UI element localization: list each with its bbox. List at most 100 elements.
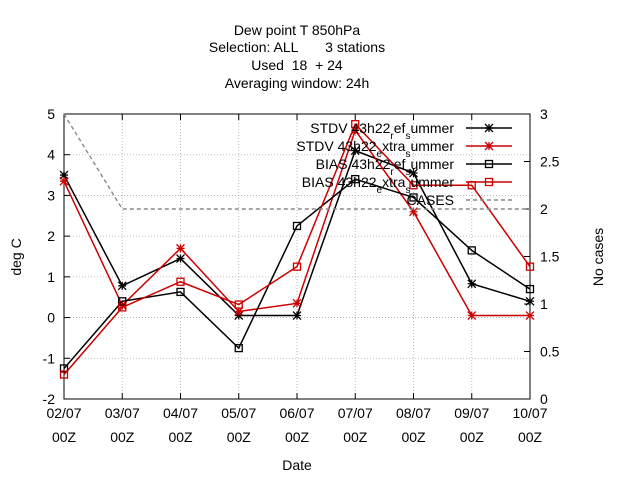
series-line [63,122,531,376]
y2-axis-ticks: 0 0.5 1 1.5 2 2.5 3 [524,106,560,407]
point-marker-star [234,307,244,316]
x-tick-label-date: 09/07 [454,405,489,421]
x-tick-label-hour: 00Z [110,429,135,445]
title-line-4: Averaging window: 24h [225,75,370,91]
legend-label-part: e [377,185,383,196]
series-4 [59,120,535,379]
point-marker-square [234,343,243,353]
series-line [63,113,530,210]
x-tick-label-hour: 00Z [285,429,310,445]
y2-axis-label: No cases [590,228,606,286]
point-marker-square [292,221,302,231]
point-marker-star [525,296,535,306]
point-marker-square [484,177,494,187]
legend-label: CASES [407,192,454,208]
y2-tick-label: 2.5 [540,154,560,170]
legend-label-part: s [405,185,410,196]
legend-label-part: r [390,131,394,142]
legend-item: CASES [407,192,512,208]
point-marker-square [351,120,360,129]
x-tick-label-date: 03/07 [105,405,140,421]
title-line-3: Used 18 + 24 [251,57,343,73]
x-tick-label-date: 08/07 [396,405,431,421]
legend-label-part: ummer [410,156,454,172]
legend-label-part: STDV 43h22 [296,138,376,154]
legend-label: BIAS 43h22refsummer [316,156,455,178]
x-tick-label-hour: 00Z [227,429,252,445]
y-tick-label: 1 [47,269,55,285]
legend-label-part: ummer [410,138,454,154]
point-marker-star [117,281,127,291]
y-tick-label: 0 [47,310,55,326]
point-marker-star [409,168,418,178]
legend-label-part: s [405,149,410,160]
point-marker-star [292,311,302,320]
x-tick-label-hour: 00Z [460,429,485,445]
x-tick-label-hour: 00Z [401,429,426,445]
point-marker-square [176,287,185,297]
point-marker-square [409,193,418,202]
point-marker-square [525,262,535,271]
legend-label-part: ef [394,120,406,136]
point-marker-star [292,298,302,308]
y-tick-label: -2 [43,391,56,407]
title-line-1: Dew point T 850hPa [234,22,361,38]
point-marker-star [350,125,360,135]
legend-label-part: CASES [407,192,454,208]
series-1 [59,146,535,320]
point-marker-star [59,176,69,186]
point-marker-square [234,300,243,309]
legend-label-part: e [377,149,383,160]
y2-tick-label: 2 [540,201,548,217]
y-tick-label: -1 [43,350,56,366]
x-tick-label-hour: 00Z [518,429,543,445]
legend-label-part: ef [394,156,406,172]
legend-label-part: xtra [382,174,406,190]
legend-label-part: ummer [410,174,454,190]
point-marker-star [484,123,494,133]
series-5 [63,113,530,210]
point-marker-star [234,311,244,320]
series-line [63,149,531,317]
point-marker-square [118,303,127,312]
legend-label: BIAS 43h22extrasummer [302,174,455,196]
point-marker-square [59,370,69,379]
point-marker-star [467,279,477,289]
point-marker-square [292,262,302,271]
point-marker-star [176,243,185,253]
y2-tick-label: 0 [540,391,548,407]
x-tick-label-hour: 00Z [168,429,193,445]
point-marker-star [409,207,418,217]
y2-tick-label: 3 [540,106,548,122]
point-marker-star [467,311,477,320]
legend-item: STDV 43h22extrasummer [296,138,512,160]
y-tick-label: 4 [47,147,55,163]
point-marker-square [484,159,494,169]
point-marker-star [176,254,185,263]
y2-tick-label: 1.5 [540,249,560,265]
x-tick-label-date: 06/07 [279,405,314,421]
legend-label-part: s [405,131,410,142]
legend-label-part: r [390,167,394,178]
point-marker-star [350,146,360,156]
point-marker-square [351,174,360,184]
y-tick-label: 5 [47,106,55,122]
legend-label-part: STDV 43h22 [310,120,390,136]
series-layer [59,113,535,379]
point-marker-star [59,170,69,180]
legend-item: STDV 43h22refsummer [310,120,512,142]
x-tick-label-hour: 00Z [52,429,77,445]
chart-title: Dew point T 850hPa Selection: ALL 3 stat… [209,22,385,91]
x-tick-label-date: 07/07 [338,405,373,421]
y-axis-ticks: -2 -1 0 1 2 3 4 5 [43,106,70,407]
point-marker-square [409,181,418,190]
point-marker-square [118,297,127,306]
x-axis-ticks: 02/07 00Z 03/07 00Z 04/07 00Z 05/07 00Z 06/07 00Z… [46,114,548,445]
y-tick-label: 2 [47,228,55,244]
legend-label-part: BIAS 43h22 [316,156,391,172]
x-tick-label-hour: 00Z [343,429,368,445]
y-tick-label: 3 [47,187,55,203]
y2-tick-label: 0.5 [540,344,560,360]
